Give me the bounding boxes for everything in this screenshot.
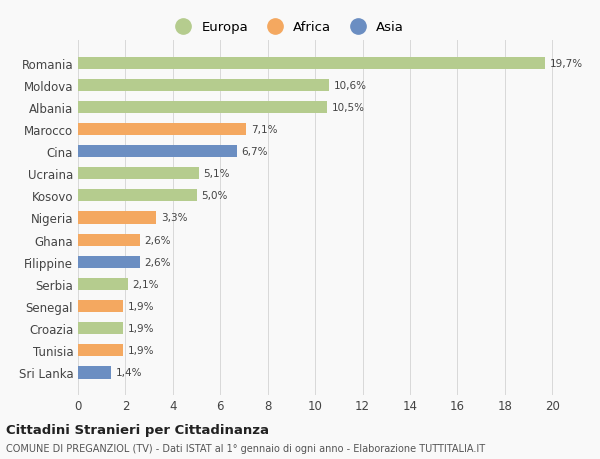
- Text: 10,6%: 10,6%: [334, 80, 367, 90]
- Text: 2,1%: 2,1%: [133, 279, 159, 289]
- Bar: [78, 344, 123, 357]
- Bar: [78, 79, 329, 92]
- Bar: [78, 146, 237, 158]
- Text: 5,0%: 5,0%: [202, 191, 227, 201]
- Bar: [78, 322, 123, 335]
- Text: 2,6%: 2,6%: [145, 235, 171, 245]
- Bar: [78, 256, 140, 268]
- Text: 6,7%: 6,7%: [242, 147, 268, 157]
- Text: 5,1%: 5,1%: [203, 169, 230, 179]
- Text: 2,6%: 2,6%: [145, 257, 171, 267]
- Bar: [78, 300, 123, 313]
- Text: 1,9%: 1,9%: [128, 346, 154, 356]
- Text: 19,7%: 19,7%: [550, 58, 583, 68]
- Text: COMUNE DI PREGANZIOL (TV) - Dati ISTAT al 1° gennaio di ogni anno - Elaborazione: COMUNE DI PREGANZIOL (TV) - Dati ISTAT a…: [6, 443, 485, 453]
- Bar: [78, 168, 199, 180]
- Bar: [78, 278, 128, 291]
- Bar: [78, 101, 327, 114]
- Bar: [78, 57, 545, 69]
- Text: 7,1%: 7,1%: [251, 125, 278, 134]
- Bar: [78, 212, 156, 224]
- Text: Cittadini Stranieri per Cittadinanza: Cittadini Stranieri per Cittadinanza: [6, 423, 269, 436]
- Text: 1,9%: 1,9%: [128, 302, 154, 311]
- Text: 1,9%: 1,9%: [128, 324, 154, 333]
- Bar: [78, 123, 247, 136]
- Legend: Europa, Africa, Asia: Europa, Africa, Asia: [165, 16, 410, 39]
- Text: 3,3%: 3,3%: [161, 213, 187, 223]
- Bar: [78, 367, 111, 379]
- Bar: [78, 234, 140, 246]
- Text: 1,4%: 1,4%: [116, 368, 142, 378]
- Text: 10,5%: 10,5%: [332, 103, 365, 112]
- Bar: [78, 190, 197, 202]
